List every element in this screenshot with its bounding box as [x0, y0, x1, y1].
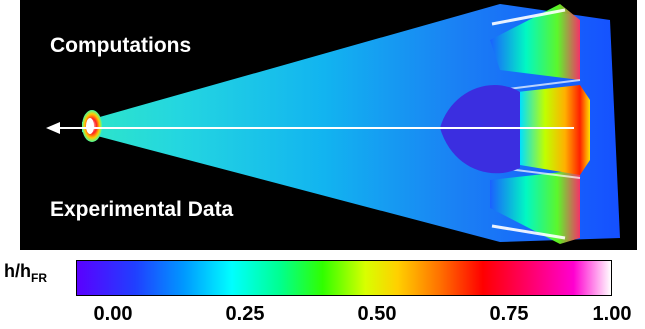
colorbar-tick-4: 1.00 [592, 303, 632, 325]
colorbar-tick-1: 0.25 [225, 303, 265, 325]
colorbar [76, 260, 612, 296]
colorbar-tick-0: 0.00 [93, 303, 133, 325]
heat-transfer-visualization: Computations Experimental Data [20, 0, 637, 250]
colorbar-tick-2: 0.50 [357, 303, 397, 325]
computations-label: Computations [50, 34, 192, 57]
colorbar-title-subscript: FR [31, 271, 47, 285]
colorbar-title-main: h/h [4, 261, 31, 281]
colorbar-tick-3: 0.75 [489, 303, 529, 325]
colorbar-title: h/hFR [4, 261, 47, 285]
experimental-data-label: Experimental Data [50, 198, 234, 221]
arrow-head-icon [46, 122, 60, 134]
cone-heatmap [46, 4, 620, 244]
